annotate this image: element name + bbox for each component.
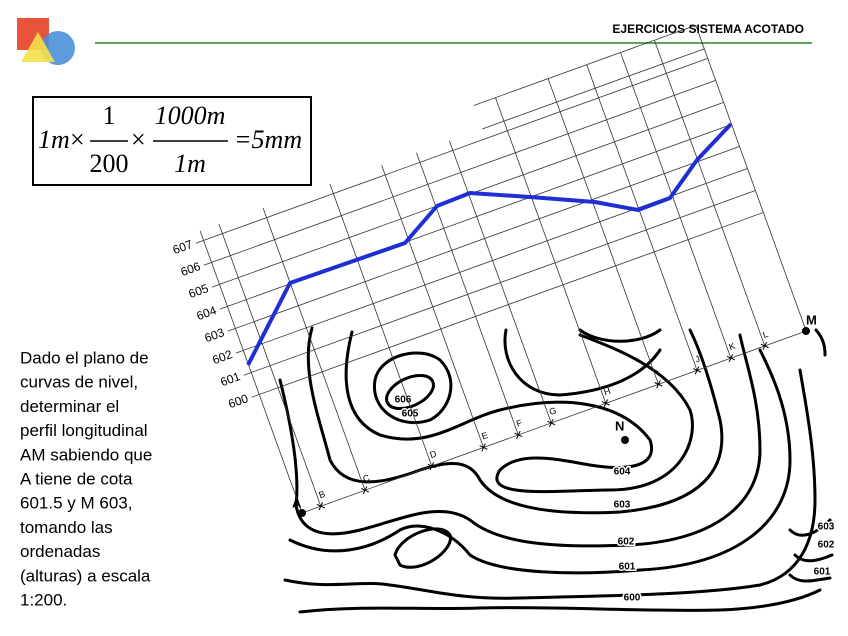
level-label: 606 (179, 259, 203, 279)
station-mark (654, 380, 663, 389)
logo (17, 18, 75, 65)
level-label: 605 (187, 281, 211, 301)
level-label: 601 (218, 369, 242, 389)
station-label: C (362, 472, 372, 484)
point-a (298, 509, 306, 517)
station-label: B (317, 489, 326, 500)
description-line: ordenadas (20, 542, 100, 561)
station-mark (427, 462, 436, 471)
grid-line (654, 40, 766, 347)
description-line: 1:200. (20, 590, 67, 609)
station-label: J (694, 353, 702, 364)
grid-line (449, 140, 552, 424)
station-mark (514, 430, 523, 439)
contour-label: 604 (614, 467, 631, 478)
level-label: 603 (203, 325, 227, 345)
station-mark (316, 502, 325, 511)
grid-line (381, 165, 484, 448)
formula: 1m × 1 200 × 1000m 1m =5mm (38, 101, 302, 178)
formula-result: =5mm (234, 125, 302, 154)
baseline (301, 330, 807, 514)
station-label: E (480, 430, 489, 441)
grid-line (243, 190, 756, 376)
grid-line (620, 52, 732, 359)
grid-line (329, 183, 433, 467)
grid-line (251, 212, 764, 398)
contour-label: 600 (624, 593, 641, 604)
grid-line (482, 48, 705, 130)
profile-line (246, 122, 733, 366)
description-line: AM sabiendo que (20, 445, 152, 464)
point-m-label: M (806, 312, 817, 327)
contour-label: 601 (619, 562, 636, 573)
station-mark (726, 354, 735, 363)
station-label: L (761, 329, 769, 340)
level-label: 604 (195, 303, 219, 323)
station-label: G (548, 405, 558, 417)
formula-times: × (131, 125, 146, 154)
description: Dado el plano de curvas de nivel, determin… (20, 348, 152, 609)
contours (278, 326, 834, 614)
grid-line (495, 97, 607, 404)
formula-den: 1m (174, 149, 206, 178)
point-m (802, 327, 810, 335)
grid-line (218, 223, 322, 507)
grid-line (473, 24, 696, 106)
contour-label: 603 (818, 522, 835, 533)
description-line: 601.5 y M 603, (20, 494, 132, 513)
contour-label: 603 (614, 500, 631, 511)
station-mark (601, 399, 610, 408)
formula-term: 1m (38, 125, 70, 154)
grid-line (586, 64, 698, 371)
point-a-label: A (292, 495, 302, 510)
point-n (621, 436, 629, 444)
station-label: I (655, 368, 661, 378)
station-label: H (602, 386, 612, 398)
grid-line (695, 25, 807, 332)
description-line: A tiene de cota (20, 469, 133, 488)
formula-den: 200 (90, 149, 129, 178)
point-n-label: N (615, 418, 624, 433)
formula-times: × (70, 125, 85, 154)
station-mark (479, 443, 488, 452)
level-label: 600 (226, 391, 250, 411)
station-mark (360, 486, 370, 495)
formula-num: 1 (103, 101, 116, 130)
description-line: (alturas) a escala (20, 566, 151, 585)
grid-line (547, 78, 659, 385)
station-label: K (727, 341, 736, 352)
grid-line (227, 146, 740, 332)
contour-label: 606 (395, 395, 412, 406)
contour-labels: 606 605 604 603 602 601 600 603 602 601 (393, 393, 836, 605)
contour-label: 602 (818, 540, 835, 551)
station-mark (760, 341, 769, 350)
grid-line (199, 230, 303, 514)
description-line: determinar el (20, 397, 119, 416)
grid-line (203, 80, 716, 266)
station-mark (547, 418, 556, 428)
contour-label: 605 (402, 409, 419, 420)
description-line: Dado el plano de (20, 348, 149, 367)
grid-line (262, 207, 366, 491)
contour-label: 601 (814, 567, 831, 578)
station-mark (692, 366, 702, 375)
description-line: tomando las (20, 518, 113, 537)
level-label: 602 (211, 347, 235, 367)
contour-label: 602 (618, 537, 635, 548)
grid-line (416, 152, 519, 436)
level-label: 607 (171, 237, 195, 257)
station-label: D (428, 448, 438, 460)
header-title: EJERCICIOS SISTEMA ACOTADO (612, 22, 804, 36)
grid-line (195, 58, 708, 244)
station-label: F (515, 417, 524, 428)
description-line: perfil longitudinal (20, 421, 148, 440)
formula-num: 1000m (155, 101, 226, 130)
description-line: curvas de nivel, (20, 373, 138, 392)
